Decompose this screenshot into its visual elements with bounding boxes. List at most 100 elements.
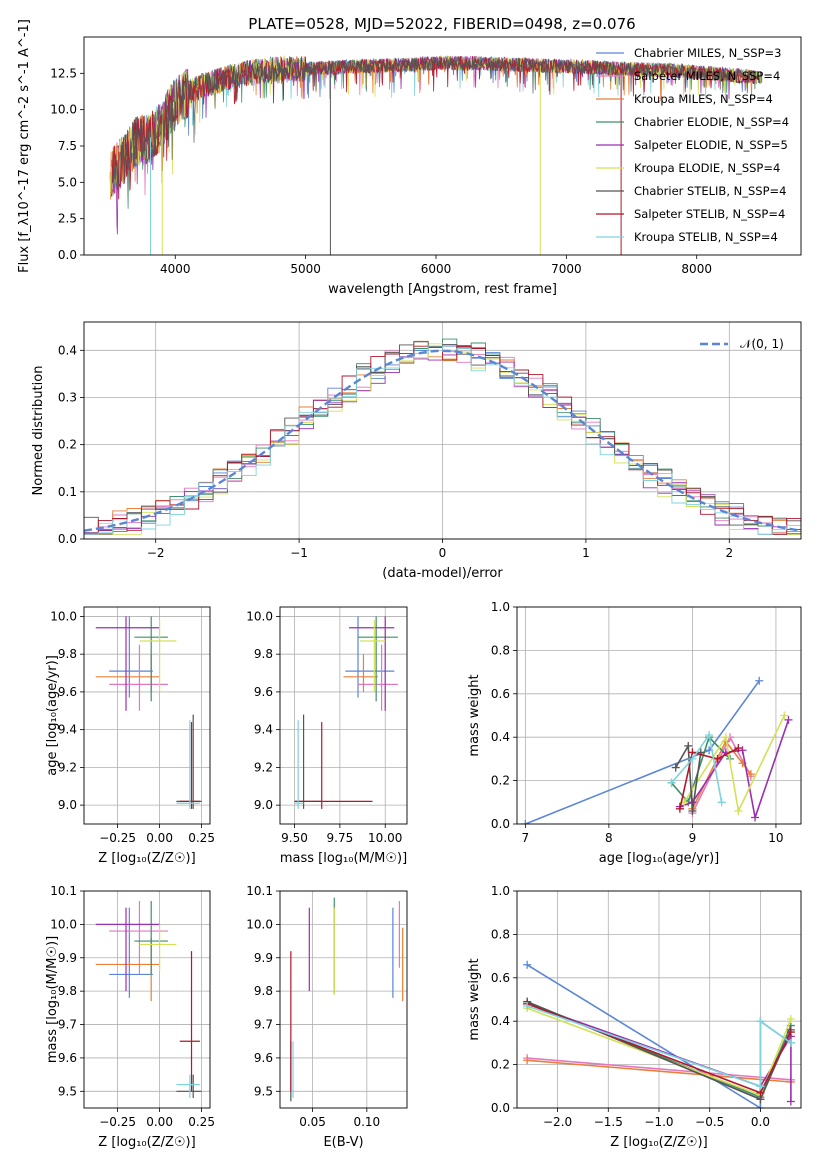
figure-title: PLATE=0528, MJD=52022, FIBERID=0498, z=0… — [248, 15, 635, 33]
series-marker — [734, 806, 743, 815]
y-tick-label: 0.0 — [58, 532, 77, 546]
y-tick-label: 9.8 — [254, 647, 273, 661]
x-tick-label: 0.10 — [353, 1115, 380, 1129]
age_vs_mass-frame — [279, 606, 408, 825]
y-tick-label: 9.7 — [58, 1018, 77, 1032]
series-marker — [756, 1104, 765, 1108]
legend-label-salpeter_elodie: Salpeter ELODIE, N_SSP=5 — [634, 138, 788, 152]
mass_vs_ebv-axes: 0.05 0.10 9.5 9.6 9.7 9.8 9.9 10.0 10.1 E(B-V) — [246, 884, 407, 1150]
spectrum-legend: Chabrier MILES, N_SSP=3 Salpeter MILES, N… — [596, 46, 789, 244]
x-tick-label: 4000 — [160, 262, 191, 276]
series-marker — [713, 754, 722, 763]
y-tick-label: 9.5 — [58, 1084, 77, 1098]
mass_vs_Z-frame — [83, 890, 211, 1109]
y-tick-label: 10.0 — [50, 609, 77, 623]
x-tick-label: 9 — [689, 831, 697, 845]
y-tick-label: 1.0 — [491, 884, 510, 898]
point-salpeter_miles — [109, 644, 168, 711]
x-tick-label: 10 — [768, 831, 783, 845]
x-tick-label: −1 — [290, 546, 308, 560]
mass_vs_Z-x-axis-label: Z [log₁₀(Z/Z☉)] — [98, 1135, 195, 1150]
point-salpeter_miles — [109, 901, 168, 975]
y-tick-label: 9.6 — [254, 1051, 273, 1065]
y-tick-label: 10.0 — [246, 917, 273, 931]
y-tick-label: 9.8 — [58, 984, 77, 998]
x-tick-label: 0.25 — [188, 1115, 215, 1129]
weight_vs_Z-frame — [516, 890, 802, 1109]
y-tick-label: 10.0 — [246, 609, 273, 623]
y-tick-label: 9.0 — [58, 798, 77, 812]
weight_vs_age-frame — [516, 606, 802, 825]
x-tick-label: 1 — [582, 546, 590, 560]
y-tick-label: 0.2 — [491, 1058, 510, 1072]
y-tick-label: 9.4 — [58, 723, 77, 737]
x-tick-label: −2 — [147, 546, 165, 560]
series-marker — [671, 763, 680, 772]
y-tick-label: 0.2 — [491, 774, 510, 788]
point-salpeter_stelib — [294, 722, 373, 809]
mass_vs_Z-points — [95, 901, 202, 1098]
series-marker — [738, 746, 747, 755]
y-tick-label: 1.0 — [491, 600, 510, 614]
y-tick-label: 9.0 — [254, 798, 273, 812]
y-tick-label: 5.0 — [58, 175, 77, 189]
y-tick-label: 9.5 — [254, 1084, 273, 1098]
x-tick-label: 10.00 — [368, 831, 402, 845]
y-tick-label: 9.9 — [254, 951, 273, 965]
series-line — [679, 747, 739, 809]
series-marker — [521, 820, 530, 824]
series-marker — [523, 1002, 532, 1011]
spectrum-frame — [83, 36, 802, 256]
legend-label-kroupa_miles: Kroupa MILES, N_SSP=4 — [634, 92, 773, 106]
point-kroupa_stelib — [176, 720, 200, 809]
series-marker — [786, 1097, 795, 1106]
series-line — [527, 1057, 791, 1081]
y-tick-label: 0.3 — [58, 390, 77, 404]
series-marker — [734, 744, 743, 753]
point-chabrier_stelib — [176, 1074, 202, 1098]
x-tick-label: −0.25 — [99, 831, 136, 845]
residuals-y-axis-label: Normed distribution — [31, 366, 46, 496]
age_vs_Z-points — [95, 616, 202, 809]
mass_vs_ebv-frame — [279, 890, 408, 1109]
series-marker — [786, 1038, 795, 1047]
age_vs_Z-axes: −0.25 0.00 0.25 9.0 9.2 9.4 9.6 9.8 10.0 Z [log₁₀… — [45, 607, 215, 866]
y-tick-label: 0.6 — [491, 687, 510, 701]
y-tick-label: 0.1 — [58, 485, 77, 499]
weight_vs_Z-axes: −2.0 −1.5 −1.0 −0.5 0.0 0.0 0.2 0.4 0.6 0.8 1.0 Z [… — [467, 884, 801, 1150]
y-tick-label: 0.8 — [491, 643, 510, 657]
gaussian-curve — [84, 349, 801, 532]
series-chabrier_miles — [521, 676, 764, 824]
legend-label-gaussian: 𝒩(0, 1) — [740, 337, 784, 351]
series-marker — [780, 711, 789, 720]
x-tick-label: −0.5 — [695, 1115, 724, 1129]
series-marker — [705, 731, 714, 740]
point-salpeter_stelib — [179, 951, 200, 1092]
y-tick-label: 9.7 — [254, 1018, 273, 1032]
x-tick-label: 0.00 — [146, 831, 173, 845]
y-tick-label: 0.0 — [58, 248, 77, 262]
series-marker — [721, 733, 730, 742]
y-tick-label: 10.0 — [50, 917, 77, 931]
series-marker — [684, 741, 693, 750]
series-marker — [523, 960, 532, 969]
age_vs_mass-axes: 9.50 9.75 10.00 9.0 9.2 9.4 9.6 9.8 10.0 mass [lo… — [246, 607, 407, 866]
y-tick-label: 10.1 — [50, 884, 77, 898]
series-marker — [667, 778, 676, 787]
y-tick-label: 7.5 — [58, 139, 77, 153]
point-salpeter_elodie — [95, 907, 160, 992]
weight_vs_Z-y-axis-label: mass weight — [467, 958, 482, 1040]
series-marker — [688, 806, 697, 815]
y-tick-label: 9.8 — [58, 647, 77, 661]
age_vs_mass-points — [294, 616, 398, 809]
point-salpeter_miles — [358, 644, 398, 711]
series-marker — [523, 1056, 532, 1065]
x-tick-label: 0.00 — [146, 1115, 173, 1129]
legend-label-salpeter_miles: Salpeter MILES, N_SSP=4 — [634, 69, 780, 83]
legend-label-kroupa_stelib: Kroupa STELIB, N_SSP=4 — [634, 230, 778, 244]
weight_vs_Z-series — [523, 960, 795, 1108]
legend-label-kroupa_elodie: Kroupa ELODIE, N_SSP=4 — [634, 161, 780, 175]
weight_vs_Z-x-axis-label: Z [log₁₀(Z/Z☉)] — [610, 1135, 707, 1150]
series-line — [679, 719, 790, 821]
y-tick-label: 9.6 — [58, 1051, 77, 1065]
